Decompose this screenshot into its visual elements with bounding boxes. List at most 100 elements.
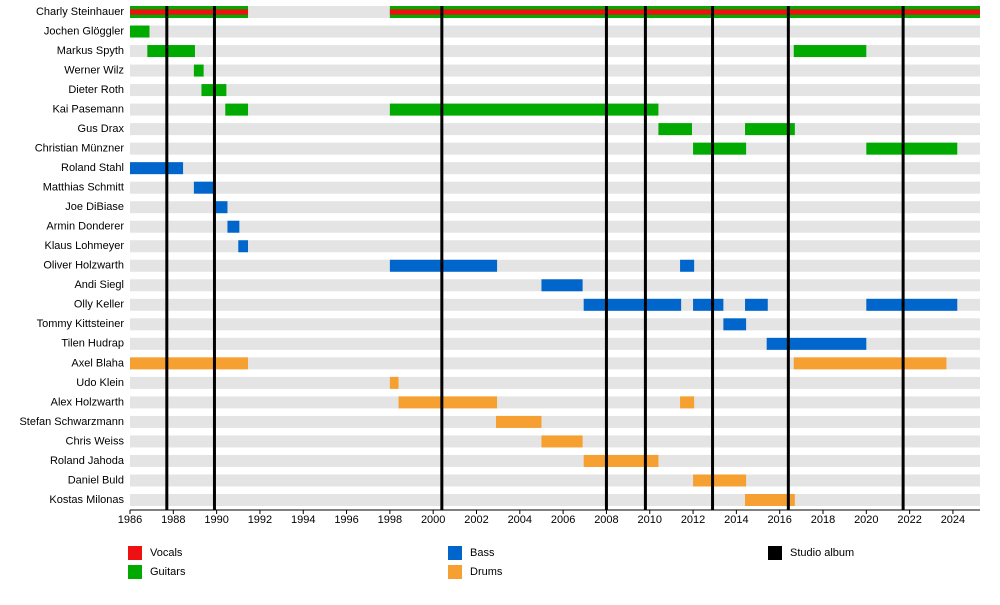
x-tick-label: 1996 bbox=[334, 514, 358, 526]
row-band bbox=[130, 240, 980, 253]
member-bar bbox=[693, 142, 747, 155]
member-bar bbox=[541, 435, 583, 448]
member-bar bbox=[398, 396, 498, 409]
x-tick-label: 2008 bbox=[594, 514, 618, 526]
member-bar bbox=[214, 201, 228, 214]
member-label: Markus Spyth bbox=[57, 45, 124, 57]
x-tick-label: 1988 bbox=[161, 514, 185, 526]
member-bar bbox=[227, 220, 240, 233]
member-bar bbox=[147, 45, 195, 58]
member-label: Jochen Glöggler bbox=[44, 25, 124, 37]
x-tick-label: 2016 bbox=[767, 514, 791, 526]
legend-label: Bass bbox=[470, 547, 495, 559]
member-label: Christian Münzner bbox=[35, 143, 125, 155]
member-label: Axel Blaha bbox=[71, 357, 124, 369]
member-bar bbox=[693, 474, 747, 487]
member-bar bbox=[745, 494, 795, 506]
x-tick-label: 2024 bbox=[941, 514, 965, 526]
member-bar bbox=[745, 123, 795, 136]
member-label: Klaus Lohmeyer bbox=[45, 240, 125, 252]
x-tick-label: 2002 bbox=[464, 514, 488, 526]
member-bar bbox=[130, 25, 150, 38]
member-bar bbox=[130, 9, 249, 15]
x-tick-label: 2012 bbox=[681, 514, 705, 526]
x-tick-label: 1990 bbox=[204, 514, 228, 526]
x-tick-label: 2018 bbox=[811, 514, 835, 526]
legend-label: Vocals bbox=[150, 547, 183, 559]
member-bar bbox=[130, 162, 184, 175]
x-tick-label: 2022 bbox=[897, 514, 921, 526]
member-bar bbox=[225, 103, 249, 116]
member-label: Roland Stahl bbox=[61, 162, 124, 174]
member-label: Andi Siegl bbox=[74, 279, 124, 291]
x-tick-label: 2010 bbox=[638, 514, 662, 526]
member-bar bbox=[193, 181, 215, 194]
member-label: Matthias Schmitt bbox=[43, 182, 124, 194]
member-bar bbox=[793, 357, 947, 370]
member-label: Olly Keller bbox=[74, 299, 124, 311]
row-band bbox=[130, 376, 980, 389]
member-label: Charly Steinhauer bbox=[36, 6, 124, 18]
member-label: Alex Holzwarth bbox=[51, 396, 124, 408]
legend-label: Guitars bbox=[150, 566, 186, 578]
row-band bbox=[130, 123, 980, 136]
member-label: Kai Pasemann bbox=[52, 104, 124, 116]
x-tick-label: 1994 bbox=[291, 514, 315, 526]
row-band bbox=[130, 454, 980, 467]
row-band bbox=[130, 45, 980, 58]
member-bar bbox=[238, 240, 249, 253]
row-band bbox=[130, 415, 980, 428]
member-label: Dieter Roth bbox=[68, 84, 124, 96]
row-band bbox=[130, 142, 980, 155]
member-bar bbox=[193, 64, 204, 77]
member-bar bbox=[389, 9, 980, 15]
x-tick-label: 2000 bbox=[421, 514, 445, 526]
x-tick-label: 2020 bbox=[854, 514, 878, 526]
member-bar bbox=[766, 337, 867, 350]
member-label: Armin Donderer bbox=[46, 221, 124, 233]
member-label: Oliver Holzwarth bbox=[43, 260, 124, 272]
row-band bbox=[130, 259, 980, 272]
member-label: Roland Jahoda bbox=[50, 455, 125, 467]
member-bar bbox=[389, 376, 399, 389]
member-label: Tilen Hudrap bbox=[61, 338, 124, 350]
row-band bbox=[130, 494, 980, 506]
member-bar bbox=[680, 259, 695, 272]
member-bar bbox=[745, 298, 768, 311]
legend-swatch bbox=[128, 546, 142, 560]
row-band bbox=[130, 25, 980, 38]
member-label: Stefan Schwarzmann bbox=[19, 416, 124, 428]
member-bar bbox=[866, 142, 958, 155]
row-band bbox=[130, 318, 980, 331]
member-label: Tommy Kittsteiner bbox=[37, 318, 125, 330]
member-label: Gus Drax bbox=[78, 123, 125, 135]
member-bar bbox=[541, 279, 583, 292]
member-label: Joe DiBiase bbox=[65, 201, 124, 213]
member-bar bbox=[680, 396, 695, 409]
legend-swatch bbox=[448, 565, 462, 579]
legend-swatch bbox=[768, 546, 782, 560]
legend-label: Studio album bbox=[790, 547, 854, 559]
member-label: Kostas Milonas bbox=[49, 494, 124, 506]
member-bar bbox=[723, 318, 747, 331]
member-label: Daniel Buld bbox=[68, 474, 124, 486]
row-band bbox=[130, 298, 980, 311]
row-band bbox=[130, 201, 980, 214]
member-bar bbox=[866, 298, 958, 311]
x-tick-label: 1986 bbox=[118, 514, 142, 526]
legend-swatch bbox=[448, 546, 462, 560]
member-bar bbox=[389, 103, 659, 116]
member-label: Chris Weiss bbox=[66, 435, 125, 447]
member-bar bbox=[693, 298, 724, 311]
member-bar bbox=[583, 298, 682, 311]
member-label: Udo Klein bbox=[76, 377, 124, 389]
row-band bbox=[130, 474, 980, 487]
x-tick-label: 2014 bbox=[724, 514, 748, 526]
row-band bbox=[130, 162, 980, 175]
member-label: Werner Wilz bbox=[64, 64, 124, 76]
x-tick-label: 2004 bbox=[508, 514, 532, 526]
row-band bbox=[130, 84, 980, 97]
member-bar bbox=[389, 259, 498, 272]
row-band bbox=[130, 396, 980, 409]
